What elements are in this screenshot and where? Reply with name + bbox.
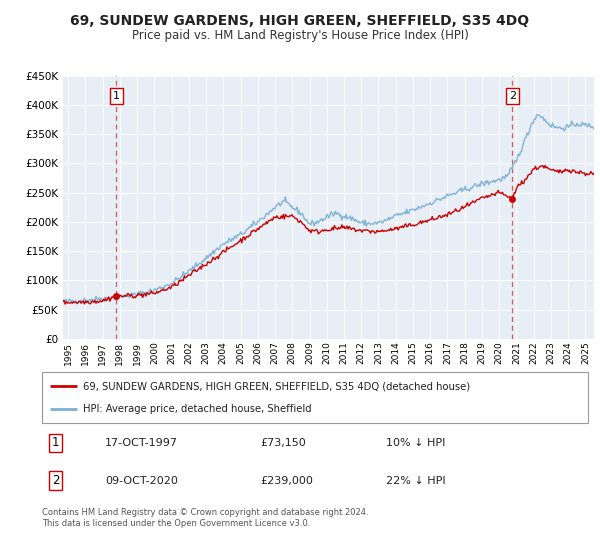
Text: 69, SUNDEW GARDENS, HIGH GREEN, SHEFFIELD, S35 4DQ: 69, SUNDEW GARDENS, HIGH GREEN, SHEFFIEL…: [70, 14, 530, 28]
Text: 10% ↓ HPI: 10% ↓ HPI: [386, 438, 445, 448]
Text: Price paid vs. HM Land Registry's House Price Index (HPI): Price paid vs. HM Land Registry's House …: [131, 29, 469, 42]
Text: 17-OCT-1997: 17-OCT-1997: [105, 438, 178, 448]
Text: HPI: Average price, detached house, Sheffield: HPI: Average price, detached house, Shef…: [83, 404, 311, 414]
Text: £73,150: £73,150: [260, 438, 306, 448]
Text: 2: 2: [52, 474, 59, 487]
Text: 1: 1: [113, 91, 120, 101]
Text: 2: 2: [509, 91, 516, 101]
Text: 22% ↓ HPI: 22% ↓ HPI: [386, 476, 446, 486]
Text: 1: 1: [52, 436, 59, 450]
Text: Contains HM Land Registry data © Crown copyright and database right 2024.
This d: Contains HM Land Registry data © Crown c…: [42, 508, 368, 528]
Text: 09-OCT-2020: 09-OCT-2020: [105, 476, 178, 486]
Text: £239,000: £239,000: [260, 476, 313, 486]
Text: 69, SUNDEW GARDENS, HIGH GREEN, SHEFFIELD, S35 4DQ (detached house): 69, SUNDEW GARDENS, HIGH GREEN, SHEFFIEL…: [83, 381, 470, 391]
